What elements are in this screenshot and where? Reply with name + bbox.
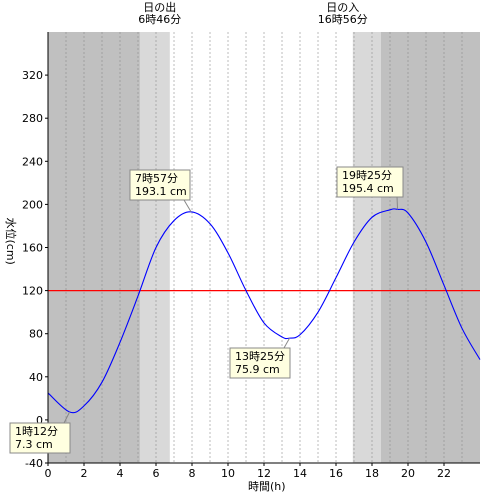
day-band — [169, 32, 353, 463]
y-tick-label: 80 — [29, 328, 43, 341]
x-axis-title: 時間(h) — [248, 480, 286, 493]
y-tick-label: 160 — [22, 242, 43, 255]
tide-curve-group — [47, 208, 481, 414]
x-tick-label: 14 — [293, 467, 307, 480]
sunrise-label: 日の出 — [143, 0, 176, 14]
callout-pointer — [396, 196, 399, 210]
x-tick-label: 4 — [117, 467, 124, 480]
callout-pointer — [183, 199, 192, 213]
sun-labels: 日の出 6時46分 日の入 16時56分 — [138, 0, 367, 26]
extremum-value: 193.1 cm — [135, 185, 187, 198]
y-tick-label: 40 — [29, 371, 43, 384]
x-tick-label: 20 — [401, 467, 415, 480]
callout-box — [336, 166, 404, 198]
x-tick-label: 16 — [329, 467, 343, 480]
sunset-time: 16時56分 — [318, 13, 368, 26]
x-tick-label: 2 — [81, 467, 88, 480]
sunset-label: 日の入 — [326, 1, 359, 14]
x-tick-label: 6 — [153, 467, 160, 480]
x-tick-label: 22 — [437, 467, 451, 480]
callout-box — [129, 169, 191, 201]
extremum-value: 195.4 cm — [342, 182, 394, 195]
callout-box — [9, 422, 71, 454]
y-tick-label: 200 — [22, 198, 43, 211]
x-tick-label: 0 — [45, 467, 52, 480]
y-tick-label: 120 — [22, 285, 43, 298]
y-tick-label: -40 — [25, 457, 43, 470]
x-tick-label: 8 — [189, 467, 196, 480]
callout-pointer — [283, 337, 290, 349]
extremum-time: 13時25分 — [235, 350, 285, 363]
x-tick-label: 10 — [221, 467, 235, 480]
extremum-value: 7.3 cm — [15, 438, 53, 451]
y-tick-label: 240 — [22, 155, 43, 168]
extremum-time: 7時57分 — [135, 172, 178, 185]
daylight-bands — [48, 32, 480, 463]
callout-box — [229, 347, 291, 379]
x-axis-ticks: 0 2 4 6 8 10 12 14 16 18 20 22 — [45, 463, 451, 480]
y-tick-label: 280 — [22, 112, 43, 125]
extremum-time: 1時12分 — [15, 425, 58, 438]
extremum-value: 75.9 cm — [235, 363, 280, 376]
sunrise-time: 6時46分 — [138, 13, 181, 26]
extremum-time: 19時25分 — [342, 169, 392, 182]
y-tick-label: 0 — [36, 414, 43, 427]
y-tick-label: 320 — [22, 69, 43, 82]
tide-curve — [47, 208, 481, 414]
y-axis-title: 水位(cm) — [4, 218, 18, 265]
x-tick-label: 18 — [365, 467, 379, 480]
y-axis-ticks: -40 0 40 80 120 160 200 240 280 320 — [22, 69, 48, 470]
callout-pointer — [63, 411, 71, 424]
x-tick-label: 12 — [257, 467, 271, 480]
